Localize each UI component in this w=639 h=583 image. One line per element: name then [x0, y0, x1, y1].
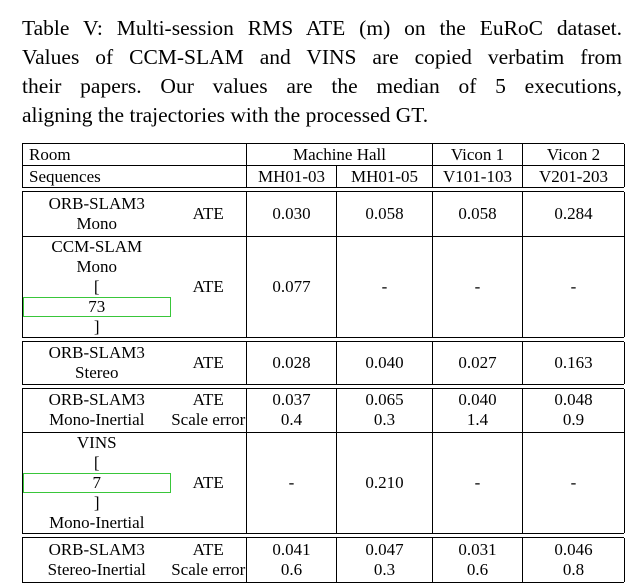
mono-inertial-block: ORB-SLAM3 Mono-Inertial ATE Scale error 0.…	[22, 388, 625, 534]
table-cell: 0.037 0.4	[246, 388, 337, 433]
table-cell: -	[570, 473, 577, 492]
table-cell: 0.047 0.3	[336, 538, 433, 582]
caption-line: their papers. Our values are the median …	[22, 74, 622, 98]
caption-line: Values of CCM-SLAM and VINS are copied v…	[22, 45, 622, 69]
table-cell: -	[246, 432, 337, 533]
mono-block: ORB-SLAM3 Mono ATE 0.030 0.058 0.058 0.28…	[22, 192, 625, 337]
metric-label: ATE	[170, 341, 247, 384]
metric-label: ATE Scale error	[170, 388, 247, 433]
rule	[22, 191, 624, 192]
seq-v101-103: V101-103	[432, 165, 523, 187]
group-vicon-2: Vicon 2	[522, 144, 625, 166]
table-cell: -	[570, 276, 577, 296]
table-cell: 0.030	[246, 192, 337, 236]
table-cell: 0.028	[246, 341, 337, 384]
seq-mh01-03: MH01-03	[246, 165, 337, 187]
table-cell: -	[336, 236, 433, 337]
table-cell: 0.284	[554, 203, 593, 223]
table-cell: 0.058	[336, 192, 433, 236]
group-machine-hall: Machine Hall	[246, 144, 433, 166]
metric-label: ATE	[170, 192, 247, 236]
rule	[22, 187, 624, 188]
table-cell: 0.210	[336, 432, 433, 533]
seq-mh01-05: MH01-05	[336, 165, 433, 187]
sequences-label: Sequences	[22, 165, 247, 187]
header-block: Room Machine Hall Vicon 1 Vicon 2 Sequen…	[22, 144, 625, 187]
method-orb-stereo: ORB-SLAM3 Stereo	[48, 342, 145, 382]
table-cell: 0.065 0.3	[336, 388, 433, 433]
table-cell: 0.077	[246, 236, 337, 337]
caption-line: aligning the trajectories with the proce…	[22, 103, 429, 127]
method-vins: VINS [7] Mono-Inertial	[23, 433, 171, 534]
rule	[22, 143, 624, 144]
group-vicon-1: Vicon 1	[432, 144, 523, 166]
table-cell: 0.046 0.8	[554, 540, 593, 579]
rule	[22, 340, 624, 342]
table-cell: 0.031 0.6	[432, 538, 523, 582]
table-cell: 0.048 0.9	[554, 390, 593, 430]
seq-v201-203: V201-203	[539, 166, 608, 186]
method-orb-stereo-inertial: ORB-SLAM3 Stereo-Inertial	[47, 540, 146, 579]
table-caption: Table V: Multi-session RMS ATE (m) on th…	[22, 14, 622, 130]
table-cell: 0.058	[432, 192, 523, 236]
method-orb-mono: ORB-SLAM3 Mono	[48, 193, 145, 233]
metric-label: ATE	[170, 432, 247, 533]
table-cell: 0.040	[336, 341, 433, 384]
metric-label: ATE Scale error	[170, 538, 247, 582]
table-cell: 0.040 1.4	[432, 388, 523, 433]
table-cell: 0.027	[432, 341, 523, 384]
metric-label: ATE	[170, 236, 247, 337]
citation-link[interactable]: 7	[23, 473, 171, 493]
rule	[22, 387, 624, 389]
stereo-block: ORB-SLAM3 Stereo ATE 0.028 0.040 0.027 0.…	[22, 341, 625, 384]
table-cell: -	[432, 236, 523, 337]
rule	[22, 336, 624, 338]
method-orb-mono-inertial: ORB-SLAM3 Mono-Inertial	[48, 390, 145, 430]
method-ccm-mono: CCM-SLAM Mono [73]	[23, 236, 171, 337]
stereo-inertial-block: ORB-SLAM3 Stereo-Inertial ATE Scale error …	[22, 538, 625, 582]
table-cell: 0.163	[554, 352, 593, 372]
room-label: Room	[22, 144, 247, 166]
rule	[22, 383, 624, 385]
results-table: Room Machine Hall Vicon 1 Vicon 2 Sequen…	[22, 143, 625, 583]
table-cell: 0.041 0.6	[246, 538, 337, 582]
table-cell: -	[432, 432, 523, 533]
citation-link[interactable]: 73	[23, 296, 171, 317]
caption-line: Table V: Multi-session RMS ATE (m) on th…	[22, 16, 622, 40]
